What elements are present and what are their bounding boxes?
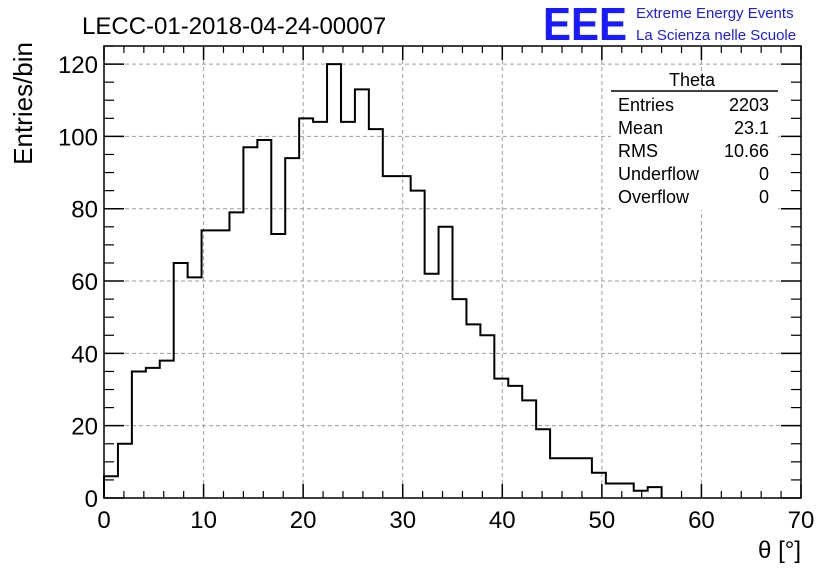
stats-value: 0 [759, 187, 769, 207]
y-tick-label: 100 [58, 124, 98, 151]
x-tick-label: 10 [190, 507, 217, 534]
x-tick-label: 70 [788, 507, 815, 534]
y-tick-label: 40 [71, 341, 98, 368]
stats-rows: Entries 2203 Mean 23.1 RMS 10.66 Underflow 0 Ove… [618, 95, 769, 207]
x-tick-labels: 0 10 20 30 40 50 60 70 [97, 507, 814, 534]
stats-box-bg [611, 90, 778, 210]
histogram-series [103, 63, 663, 498]
y-tick-labels: 0 20 40 60 80 100 120 [58, 52, 98, 513]
x-tick-label: 30 [389, 507, 416, 534]
eee-logo: EEE Extreme Energy Events La Scienza nel… [543, 0, 796, 50]
stats-value: 23.1 [734, 118, 769, 138]
y-tick-label: 120 [58, 52, 98, 79]
y-tick-label: 60 [71, 269, 98, 296]
x-tick-label: 60 [688, 507, 715, 534]
logo-line-2: La Scienza nelle Scuole [636, 27, 796, 44]
eee-logo-text: EEE [543, 0, 627, 50]
stats-box: Theta Entries 2203 Mean 23.1 RMS 10.66 Underfl… [611, 70, 778, 210]
x-tick-label: 0 [97, 507, 110, 534]
y-tick-label: 80 [71, 197, 98, 224]
stats-label: RMS [618, 141, 658, 161]
x-axis-title: θ [°] [758, 537, 801, 564]
stats-label: Underflow [618, 164, 700, 184]
run-title: LECC-01-2018-04-24-00007 [82, 13, 386, 40]
stats-label: Mean [618, 118, 663, 138]
plot-frame [103, 45, 802, 499]
stats-title: Theta [669, 70, 716, 90]
y-tick-label: 0 [85, 486, 98, 513]
x-tick-label: 50 [589, 507, 616, 534]
stats-value: 0 [759, 164, 769, 184]
stats-value: 2203 [729, 95, 769, 115]
logo-line-1: Extreme Energy Events [636, 5, 794, 22]
x-tick-label: 20 [290, 507, 317, 534]
x-tick-label: 40 [489, 507, 516, 534]
stats-value: 10.66 [724, 141, 769, 161]
stats-label: Overflow [618, 187, 690, 207]
stats-label: Entries [618, 95, 674, 115]
grid-lines [104, 46, 801, 498]
y-axis-title: Entries/bin [8, 42, 38, 165]
y-tick-label: 20 [71, 414, 98, 441]
